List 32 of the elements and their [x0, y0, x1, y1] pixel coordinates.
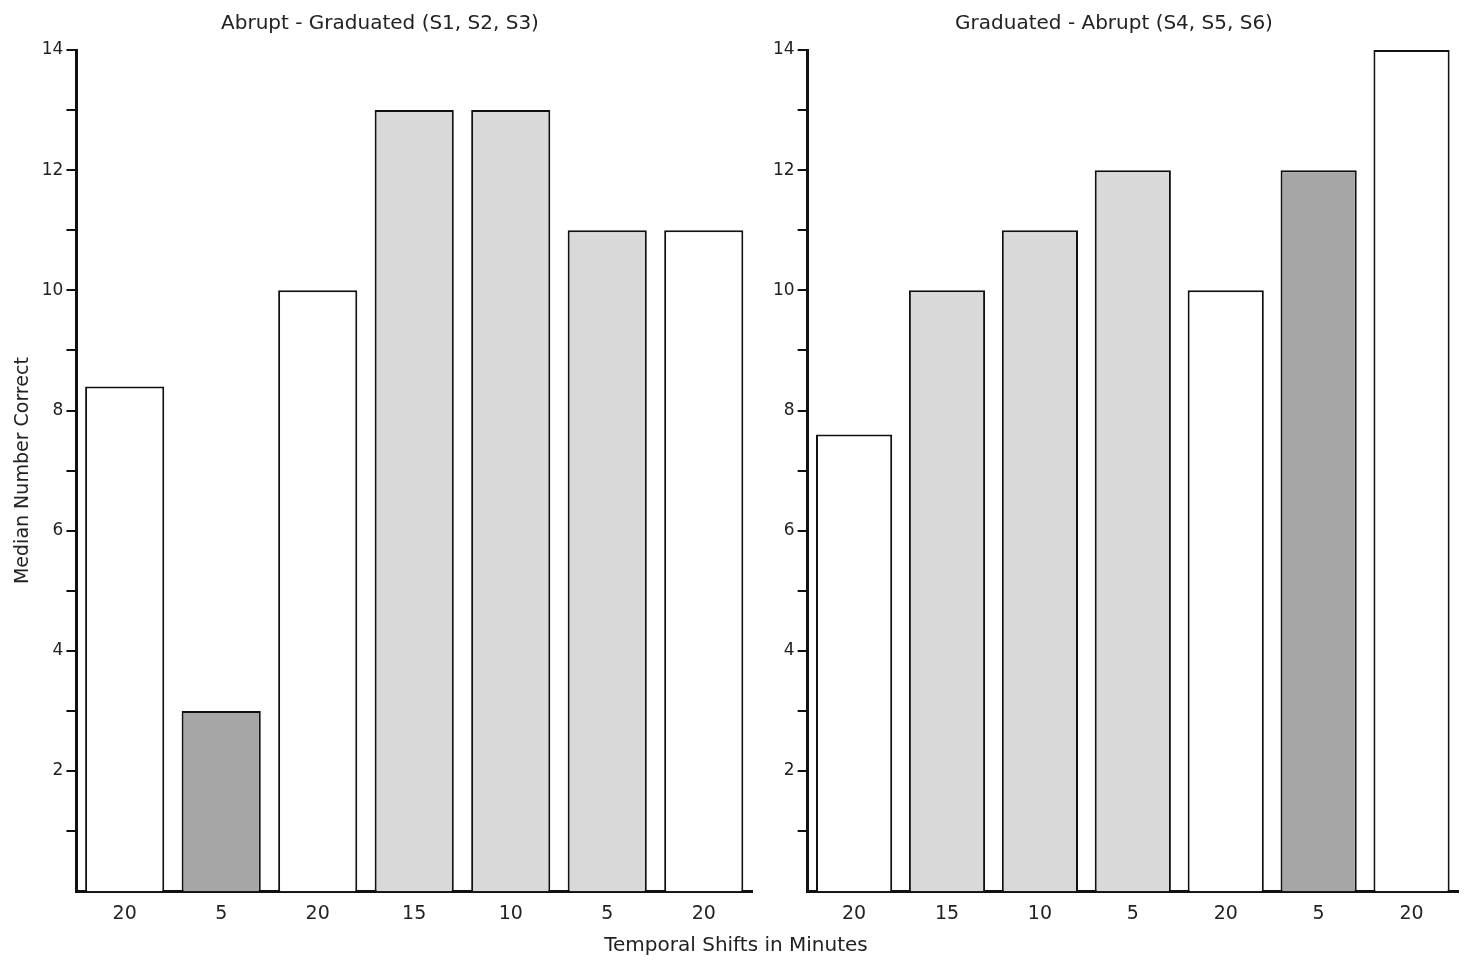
x-tick-label: 5	[601, 900, 614, 923]
x-tick-label: 20	[841, 900, 867, 923]
y-tick-label: 8	[783, 398, 795, 419]
chart-title: Graduated - Abrupt (S4, S5, S6)	[955, 10, 1273, 35]
x-tick-label: 5	[1312, 900, 1325, 923]
x-tick-label: 10	[1027, 900, 1052, 923]
x-tick-label: 15	[402, 900, 427, 923]
y-tick-label: 4	[783, 639, 795, 660]
y-axis-title: Median Number Correct	[10, 357, 33, 585]
x-tick-label: 20	[1399, 900, 1424, 923]
y-tick-label: 10	[772, 278, 795, 299]
x-tick-label: 20	[112, 900, 137, 923]
x-axis-title: Temporal Shifts in Minutes	[603, 932, 869, 956]
y-tick-label: 2	[783, 759, 795, 780]
chart-title: Abrupt - Graduated (S1, S2, S3)	[221, 10, 539, 35]
y-tick-label: 12	[41, 158, 64, 179]
x-tick-label: 20	[691, 900, 716, 923]
y-tick-label: 14	[41, 38, 64, 59]
y-tick-label: 4	[52, 639, 64, 660]
x-tick-label: 10	[498, 900, 523, 923]
y-tick-label: 12	[772, 158, 795, 179]
y-tick-label: 8	[52, 398, 64, 419]
y-tick-label: 10	[41, 278, 64, 299]
y-tick-label: 6	[52, 519, 64, 540]
y-tick-label: 6	[783, 519, 795, 540]
y-tick-label: 14	[772, 38, 795, 59]
x-tick-label: 20	[305, 900, 330, 923]
x-tick-label: 5	[215, 900, 228, 923]
x-tick-label: 20	[1213, 900, 1238, 923]
y-tick-label: 2	[52, 759, 64, 780]
x-tick-label: 15	[934, 900, 960, 923]
x-tick-label: 5	[1126, 900, 1139, 923]
